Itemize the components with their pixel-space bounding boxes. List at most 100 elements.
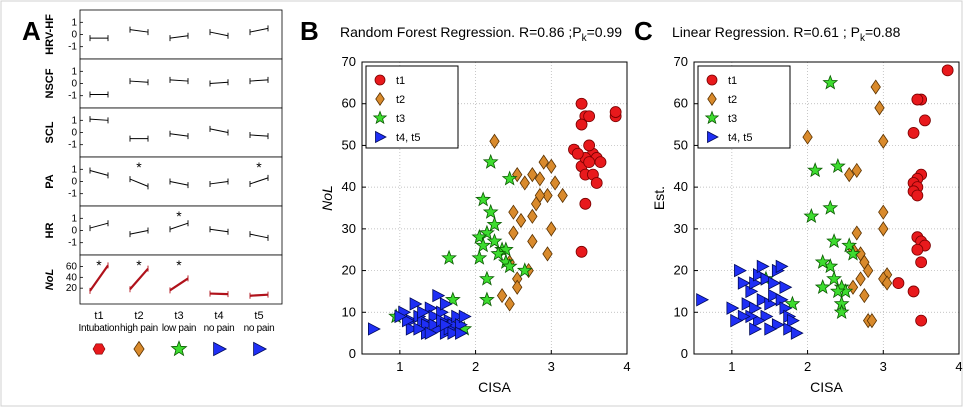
- panel-b-point-t2: [512, 279, 523, 295]
- panel-b-point-t4t5: [428, 309, 442, 324]
- panel-a-row-label: PA: [44, 174, 56, 189]
- panel-c-point-t3: [845, 245, 861, 261]
- panel-c-point-t4t5: [756, 293, 770, 307]
- panel-c-point-t3: [833, 304, 850, 319]
- panel-a-stage-label: t1: [94, 310, 103, 322]
- panel-c-point-t3: [826, 270, 842, 286]
- panel-c-point-t1: [911, 93, 924, 106]
- panel-b-point-t1: [575, 245, 588, 258]
- panel-a-condition-label: high pain: [120, 323, 158, 334]
- panel-b-point-t3: [479, 224, 495, 240]
- panel-c-ytick-label: 30: [674, 221, 688, 236]
- panel-c-ytick-label: 20: [674, 263, 688, 278]
- panel-c-point-t2: [851, 225, 862, 241]
- panel-b-point-t3: [479, 291, 495, 307]
- panel-c-point-t4t5: [779, 280, 793, 294]
- panel-b-point-t2: [508, 204, 519, 220]
- panel-a-significance-star: *: [96, 257, 102, 273]
- panel-a-ytick-label: 60: [66, 262, 78, 273]
- panel-a-significance-star: *: [176, 208, 182, 224]
- panel-b-point-t2: [542, 246, 553, 262]
- panel-b-point-t3: [497, 241, 514, 257]
- panel-c-axes-frame: [693, 61, 960, 355]
- panel-c-point-t2: [851, 162, 862, 179]
- panel-c-title: Linear Regression. R=0.61 ; Pk=0.88: [672, 24, 901, 44]
- panel-c-point-t4t5: [737, 276, 751, 290]
- panel-c-point-t1: [907, 127, 920, 139]
- panel-b-point-t4t5: [402, 313, 415, 328]
- panel-a-ytick-label: -1: [68, 91, 77, 102]
- panel-a-ytick-label: 0: [71, 177, 77, 188]
- panel-b-x-axis-label: CISA: [478, 379, 511, 395]
- panel-a-row-frame: [79, 205, 283, 256]
- panel-c-point-t3: [803, 208, 820, 224]
- panel-c-xtick-label: 4: [955, 359, 962, 374]
- panel-c-point-t4t5: [764, 322, 778, 336]
- panel-a-pair-line: [169, 133, 189, 137]
- panel-c-point-t1: [911, 189, 924, 202]
- panel-a-stage-label: t4: [214, 310, 223, 322]
- panel-a-significance-star: *: [136, 159, 142, 175]
- panel-c-point-t2: [859, 288, 870, 304]
- panel-c-point-t4t5: [768, 276, 781, 290]
- panel-c-ytick-label: 60: [674, 96, 688, 111]
- panel-b-point-t3: [479, 270, 495, 286]
- panel-a-ytick-label: 1: [71, 164, 77, 175]
- panel-b-legend-marker: [375, 92, 385, 106]
- panel-a-pair-line: [89, 222, 109, 229]
- panel-b-scatter: Random Forest Regression. R=0.86 ;Pk=0.9…: [319, 24, 631, 395]
- panel-b-legend-marker: [374, 74, 386, 86]
- panel-letter-b: B: [300, 16, 319, 46]
- panel-b-point-t4t5: [439, 297, 453, 311]
- red-hexagon-icon: [92, 343, 106, 355]
- panel-b-point-t2: [508, 225, 519, 241]
- panel-a-row-frame: [79, 58, 283, 109]
- panel-b-point-t2: [527, 167, 538, 183]
- panel-b-ytick-label: 10: [342, 304, 356, 319]
- panel-c-point-t2: [878, 221, 889, 237]
- panel-a-row-label: SCL: [44, 121, 56, 143]
- panel-a-pair-line: [169, 222, 189, 230]
- panel-c-point-t3: [807, 162, 824, 178]
- panel-b-point-t2: [546, 158, 557, 174]
- panel-c-point-t2: [862, 262, 874, 279]
- panel-a-pair-line: [169, 277, 189, 292]
- panel-a-significance-star: *: [176, 257, 182, 273]
- panel-a-pair-line: [129, 29, 149, 33]
- panel-a-row-label: NSCF: [44, 68, 56, 98]
- panel-a-ytick-label: -1: [68, 189, 77, 200]
- panel-b-point-t3: [444, 291, 461, 307]
- panel-b-point-t2: [504, 296, 515, 312]
- panel-a-row-frame: [79, 9, 283, 60]
- panel-a-condition-label: low pain: [162, 323, 196, 334]
- panel-b-point-t2: [546, 221, 557, 237]
- panel-a-stage-label: t2: [134, 310, 143, 322]
- panel-c-point-t2: [878, 133, 889, 149]
- panel-c-legend-marker: [707, 130, 719, 144]
- panel-b-ytick-label: 20: [342, 263, 356, 278]
- panel-a-row-frame: [79, 156, 283, 207]
- panel-b-point-t3: [490, 245, 507, 261]
- panel-c-point-t1: [915, 256, 928, 269]
- panel-b-point-t3: [501, 258, 518, 274]
- panel-b-point-t3: [475, 191, 492, 207]
- panel-letter-c: C: [634, 16, 653, 46]
- panel-c-point-t4t5: [768, 288, 781, 303]
- panel-a-ytick-label: 20: [66, 283, 78, 294]
- panel-b-point-t4t5: [417, 305, 431, 319]
- panel-b-point-t4t5: [413, 322, 427, 336]
- panel-a-ytick-label: 0: [71, 128, 77, 139]
- panel-b-legend-label: t2: [396, 94, 405, 106]
- panel-a-pair-line: [249, 134, 269, 137]
- panel-a-pair-line: [249, 233, 269, 239]
- panel-b-point-t4t5: [432, 288, 446, 303]
- panel-a-significance-star: *: [136, 257, 142, 273]
- panel-b-point-t1: [579, 197, 592, 210]
- panel-c-point-t3: [814, 278, 831, 294]
- panel-b-point-t2: [542, 187, 553, 204]
- panel-a-ytick-label: 1: [71, 17, 77, 28]
- panel-c-legend-marker: [704, 110, 720, 125]
- panel-b-xtick-label: 2: [472, 359, 479, 374]
- panel-a-pair-line: [249, 79, 269, 82]
